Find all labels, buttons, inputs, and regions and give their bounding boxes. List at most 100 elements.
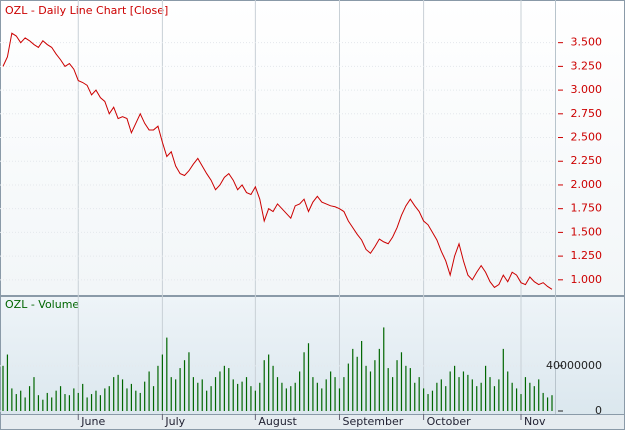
volume-bar	[299, 371, 301, 411]
volume-bar	[524, 377, 527, 411]
volume-bar	[276, 377, 279, 411]
volume-bar	[15, 394, 17, 411]
volume-bar	[285, 388, 287, 411]
volume-bar	[73, 388, 75, 411]
volume-bar	[462, 371, 465, 411]
y-tick-label: 0	[595, 404, 602, 417]
volume-bar	[126, 388, 128, 411]
volume-bar	[223, 365, 225, 411]
volume-bar	[453, 365, 456, 411]
volume-bar	[228, 368, 230, 411]
volume-bar	[405, 365, 407, 411]
volume-bar	[170, 377, 172, 411]
volume-bar	[232, 379, 234, 411]
volume-bar	[135, 390, 137, 411]
volume-bar	[431, 390, 434, 411]
volume-bar	[551, 395, 553, 411]
y-tick-label: 1.250	[571, 249, 603, 262]
volume-bar	[59, 386, 62, 411]
volume-bar	[307, 343, 310, 411]
volume-bar	[374, 360, 376, 411]
volume-bar	[37, 395, 40, 411]
volume-bar	[511, 382, 513, 411]
volume-bar	[214, 377, 217, 411]
volume-bar	[365, 365, 367, 411]
volume-bar	[334, 377, 336, 411]
volume-bar	[361, 340, 363, 411]
volume-bar	[33, 377, 35, 411]
volume-bar	[476, 386, 478, 411]
volume-bar	[356, 356, 358, 411]
y-tick-label: 2.500	[571, 131, 603, 144]
volume-bar	[498, 379, 500, 411]
volume-bar	[144, 381, 146, 411]
volume-bar	[378, 348, 380, 411]
volume-bar	[294, 382, 296, 411]
volume-bar	[245, 377, 248, 411]
volume-bar	[489, 377, 491, 411]
volume-bar	[237, 383, 239, 411]
volume-bar	[166, 337, 168, 411]
volume-bar	[467, 374, 469, 411]
volume-bar	[206, 390, 208, 411]
volume-bar	[316, 382, 318, 411]
volume-bar	[254, 390, 256, 411]
volume-bar	[400, 352, 403, 411]
volume-bar	[312, 377, 314, 411]
volume-bar	[546, 397, 549, 411]
volume-bar	[130, 383, 132, 411]
volume-bar	[303, 352, 305, 411]
volume-bar	[77, 392, 79, 411]
x-tick-label: October	[427, 415, 471, 428]
volume-bar	[90, 394, 93, 411]
volume-bar	[445, 386, 447, 411]
volume-bar	[64, 394, 66, 411]
volume-bar	[343, 377, 345, 411]
volume-bar	[121, 379, 124, 411]
y-tick-label: 2.750	[571, 107, 603, 120]
volume-bar	[2, 365, 4, 411]
volume-bar	[99, 395, 102, 411]
volume-bar	[502, 348, 504, 411]
volume-bar	[423, 388, 425, 411]
volume-bar	[179, 368, 181, 411]
volume-bar	[493, 386, 496, 411]
volume-bar	[542, 392, 544, 411]
volume-bar	[347, 363, 349, 411]
volume-bar	[325, 379, 327, 411]
volume-bar	[396, 360, 398, 411]
volume-bar	[369, 371, 372, 411]
volume-bar	[28, 386, 31, 411]
x-tick-label: August	[258, 415, 297, 428]
x-tick-label: July	[164, 415, 185, 428]
close-line	[2, 32, 553, 290]
volume-bar	[201, 379, 203, 411]
volume-bar	[197, 382, 199, 411]
volume-bar	[533, 386, 535, 411]
volume-bar	[95, 390, 97, 411]
volume-bar	[219, 371, 221, 411]
volume-bar	[471, 379, 473, 411]
volume-bar	[338, 388, 341, 411]
volume-bar	[86, 397, 88, 411]
volume-bar	[515, 388, 518, 411]
volume-bar	[507, 371, 509, 411]
volume-bar	[418, 377, 420, 411]
volume-bar	[392, 377, 394, 411]
volume-bar	[148, 371, 150, 411]
volume-bar	[51, 397, 53, 411]
y-tick-label: 1.000	[571, 273, 603, 286]
volume-bar	[263, 360, 265, 411]
volume-bar	[20, 390, 22, 411]
y-tick-label: 3.000	[571, 83, 603, 96]
volume-bar	[427, 394, 429, 411]
volume-bar	[409, 368, 411, 411]
volume-bar	[414, 382, 416, 411]
volume-bar	[82, 383, 84, 411]
volume-bar	[55, 390, 57, 411]
y-tick-label: 3.500	[571, 36, 603, 49]
y-tick-label: 1.750	[571, 202, 603, 215]
volume-bar	[117, 374, 119, 411]
y-tick-label: 2.000	[571, 178, 603, 191]
volume-bar	[104, 388, 106, 411]
